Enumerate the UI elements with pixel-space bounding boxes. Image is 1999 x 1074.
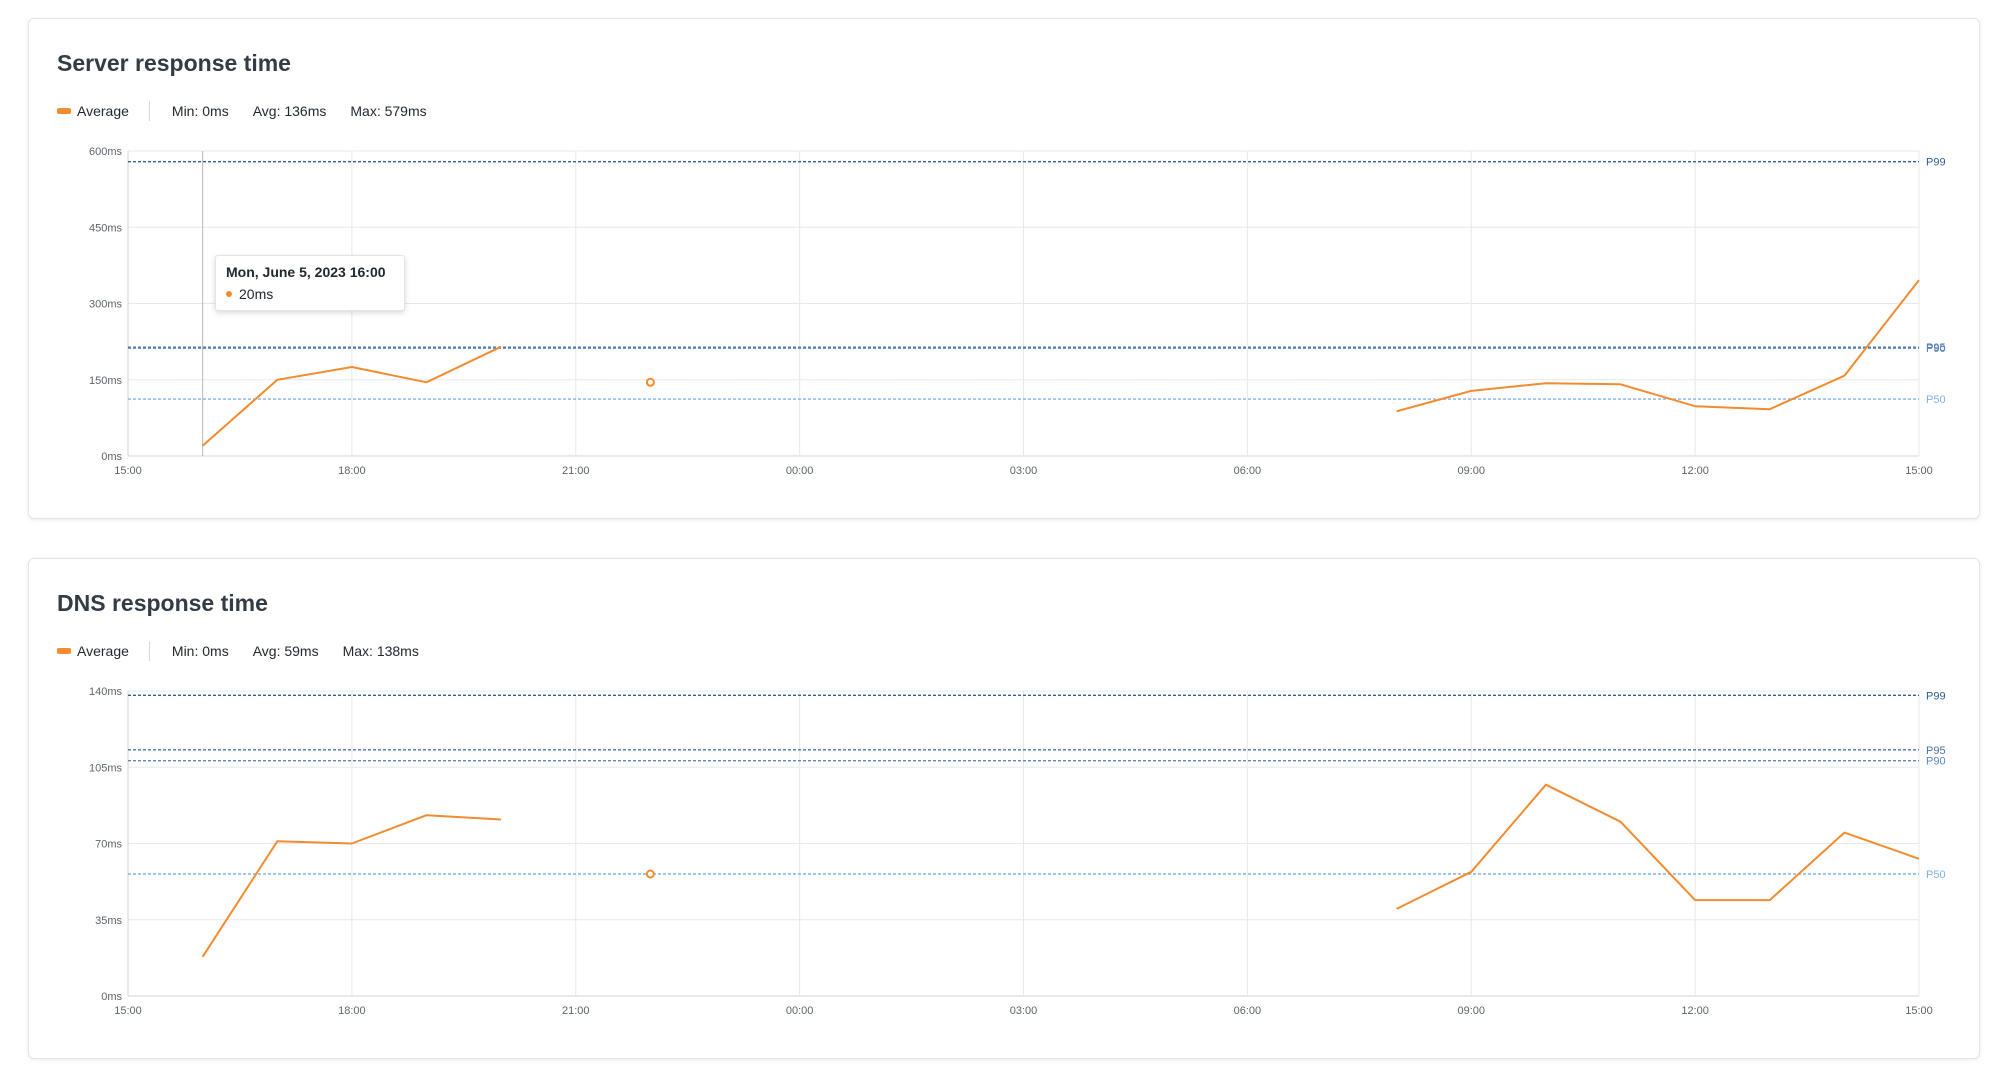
legend-max: Max: 579ms (350, 103, 427, 119)
x-tick-label: 00:00 (786, 1005, 814, 1017)
legend-min: Min: 0ms (171, 103, 229, 119)
x-tick-label: 15:00 (114, 465, 142, 477)
y-tick-label: 600ms (89, 146, 123, 158)
percentile-label-p90: P90 (1926, 343, 1946, 355)
percentile-label-p50: P50 (1926, 869, 1946, 881)
chart-legend: Average Min: 0ms Avg: 136ms Max: 579ms (57, 101, 451, 121)
y-tick-label: 35ms (95, 915, 122, 927)
x-tick-label: 21:00 (562, 1005, 590, 1017)
percentile-label-p90: P90 (1926, 756, 1946, 768)
legend-avg: Avg: 59ms (252, 643, 319, 659)
x-tick-label: 21:00 (562, 465, 590, 477)
series-point (645, 377, 655, 387)
dns-response-chart[interactable]: 0ms 35ms 70ms 105ms 140ms 15:00 18:00 21:00 00:0… (29, 559, 1981, 1060)
y-tick-label: 105ms (89, 762, 123, 774)
y-tick-label: 300ms (89, 299, 123, 311)
percentile-label-p95: P95 (1926, 745, 1946, 757)
x-tick-label: 03:00 (1010, 465, 1038, 477)
percentile-label-p50: P50 (1926, 394, 1946, 406)
x-tick-label: 15:00 (1905, 1005, 1933, 1017)
x-tick-label: 18:00 (338, 1005, 366, 1017)
legend-series-label[interactable]: Average (77, 103, 129, 119)
chart-tooltip: Mon, June 5, 2023 16:00 20ms (215, 255, 405, 311)
legend-series-label[interactable]: Average (77, 643, 129, 659)
x-tick-label: 06:00 (1234, 1005, 1262, 1017)
server-response-time-card: Server response time Average Min: 0ms Av… (28, 18, 1980, 519)
x-tick-label: 15:00 (1905, 465, 1933, 477)
legend-divider (148, 641, 150, 661)
chart-title: Server response time (57, 50, 291, 76)
chart-legend: Average Min: 0ms Avg: 59ms Max: 138ms (57, 641, 443, 661)
x-tick-label: 12:00 (1681, 465, 1709, 477)
legend-avg: Avg: 136ms (252, 103, 327, 119)
series-line (1396, 783, 1920, 910)
legend-swatch (57, 648, 71, 654)
chart-title: DNS response time (57, 590, 268, 616)
x-tick-label: 00:00 (786, 465, 814, 477)
x-tick-label: 09:00 (1457, 1005, 1485, 1017)
y-tick-label: 140ms (89, 686, 123, 698)
server-response-chart[interactable]: 0ms 150ms 300ms 450ms 600ms 15:00 18:00 21:00 00… (29, 19, 1981, 520)
x-tick-label: 03:00 (1010, 1005, 1038, 1017)
x-tick-label: 09:00 (1457, 465, 1485, 477)
y-tick-label: 450ms (89, 222, 123, 234)
x-tick-label: 15:00 (114, 1005, 142, 1017)
percentile-label-p95: P95 (1926, 342, 1946, 354)
x-tick-label: 12:00 (1681, 1005, 1709, 1017)
series-point (645, 869, 655, 879)
tooltip-series-dot (226, 291, 232, 297)
series-line (201, 814, 502, 958)
x-tick-label: 06:00 (1234, 465, 1262, 477)
tooltip-row: 20ms (226, 286, 394, 302)
legend-max: Max: 138ms (342, 643, 419, 659)
y-tick-label: 0ms (101, 991, 122, 1003)
legend-divider (148, 101, 150, 121)
y-tick-label: 70ms (95, 839, 122, 851)
y-tick-label: 0ms (101, 451, 122, 463)
series-line (201, 345, 502, 447)
series-line (1396, 279, 1920, 413)
percentile-label-p99: P99 (1926, 690, 1946, 702)
y-tick-label: 150ms (89, 375, 123, 387)
legend-min: Min: 0ms (171, 643, 229, 659)
legend-swatch (57, 108, 71, 114)
tooltip-value: 20ms (239, 286, 274, 302)
x-tick-label: 18:00 (338, 465, 366, 477)
percentile-label-p99: P99 (1926, 157, 1946, 169)
tooltip-title: Mon, June 5, 2023 16:00 (226, 264, 386, 280)
dns-response-time-card: DNS response time Average Min: 0ms Avg: … (28, 558, 1980, 1059)
